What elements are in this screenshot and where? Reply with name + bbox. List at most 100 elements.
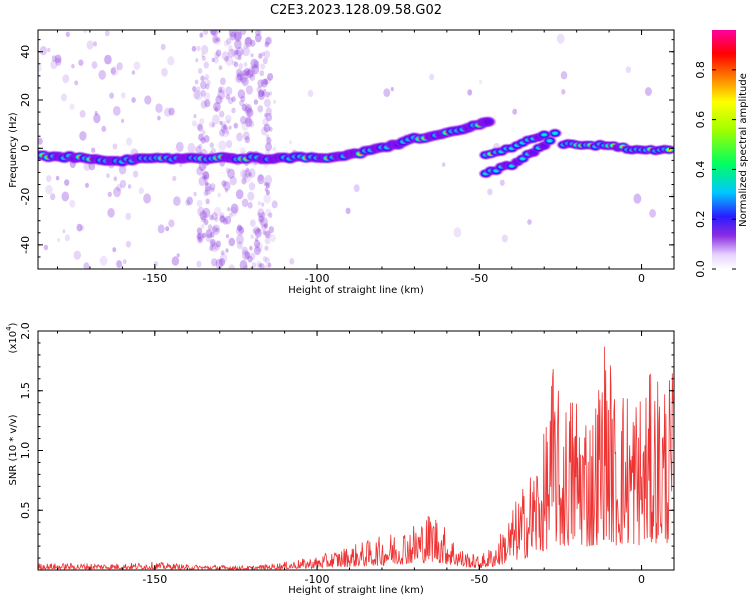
speckle (199, 118, 205, 125)
speckle (193, 90, 201, 100)
speckle (212, 38, 218, 45)
speckle (204, 73, 210, 81)
speckle (209, 238, 216, 247)
speckle (225, 86, 233, 96)
speckle (256, 86, 262, 93)
speckle (245, 167, 250, 172)
speckle (215, 240, 221, 248)
speckle (253, 99, 259, 105)
speckle (231, 96, 236, 102)
speckle (126, 137, 133, 146)
speckle (226, 130, 229, 135)
speckle (196, 233, 202, 240)
speckle (168, 107, 175, 116)
speckle (55, 175, 60, 181)
speckle (264, 236, 271, 245)
speckle (390, 87, 394, 92)
speckle (229, 31, 237, 41)
speckle (240, 116, 247, 125)
speckle (171, 256, 180, 266)
speckle (220, 77, 226, 86)
speckle (264, 174, 273, 185)
speckle (225, 55, 234, 66)
speckle (233, 61, 239, 68)
speckle (244, 251, 251, 259)
speckle (265, 107, 272, 116)
y-tick-label: 1.5 (19, 382, 32, 400)
speckle (38, 64, 42, 72)
speckle (203, 189, 209, 197)
speckle (46, 175, 52, 183)
speckle (172, 175, 177, 182)
speckle (221, 121, 227, 128)
speckle (69, 199, 76, 208)
speckle (261, 202, 265, 207)
speckle (222, 217, 228, 225)
speckle (202, 130, 206, 135)
speckle (561, 89, 566, 95)
speckle (45, 184, 53, 195)
y-tick-label: -40 (19, 236, 32, 254)
speckle (236, 234, 244, 245)
speckle (237, 72, 243, 81)
speckle (268, 212, 273, 218)
speckle (253, 246, 261, 256)
speckle (215, 227, 219, 232)
speckle (201, 171, 210, 182)
speckle (625, 66, 632, 74)
speckle (243, 61, 248, 67)
speckle (225, 234, 229, 239)
speckle (257, 212, 262, 218)
speckle (215, 95, 223, 105)
speckle (218, 140, 227, 151)
speckle (198, 143, 203, 150)
speckle (251, 262, 257, 268)
speckle (239, 99, 244, 107)
speckle (160, 43, 166, 51)
speckle (202, 207, 211, 218)
speckle (289, 258, 295, 265)
speckle (219, 128, 225, 137)
speckle (91, 147, 96, 153)
speckle (269, 234, 276, 243)
speckle (257, 105, 264, 113)
speckle (73, 250, 82, 260)
speckle (209, 214, 214, 221)
speckle (80, 225, 85, 231)
speckle (499, 179, 505, 186)
speckle (242, 42, 249, 50)
speckle (79, 110, 86, 118)
speckle (245, 117, 253, 127)
speckle (132, 170, 139, 178)
snr-series-line (38, 346, 674, 570)
speckle (98, 69, 106, 80)
speckle (205, 83, 210, 90)
speckle (213, 35, 218, 42)
speckle (217, 192, 221, 198)
speckle (268, 126, 273, 132)
speckle (110, 65, 119, 77)
speckle (258, 53, 263, 59)
spectrogram-ticks: -150 -100 -50 0 40 20 0 -20 -40 (19, 30, 675, 285)
speckle (112, 247, 117, 253)
speckle (219, 253, 228, 263)
speckle (255, 30, 261, 36)
speckle (227, 207, 231, 212)
speckle (253, 239, 261, 248)
speckle (236, 132, 243, 142)
speckle (198, 176, 207, 187)
speckle (204, 77, 208, 82)
speckle (209, 245, 214, 252)
colorbar: 0.0 0.2 0.4 0.6 0.8 Normalized spectral ampl… (694, 30, 749, 278)
speckle (265, 182, 271, 189)
speckle (119, 179, 127, 189)
speckle (210, 240, 216, 247)
speckle (62, 229, 66, 234)
speckle (200, 80, 207, 90)
speckle (429, 73, 435, 81)
speckle (265, 231, 272, 239)
ridge-blob (549, 130, 561, 137)
speckle (214, 243, 221, 251)
speckle (238, 226, 244, 234)
speckle (265, 142, 272, 152)
